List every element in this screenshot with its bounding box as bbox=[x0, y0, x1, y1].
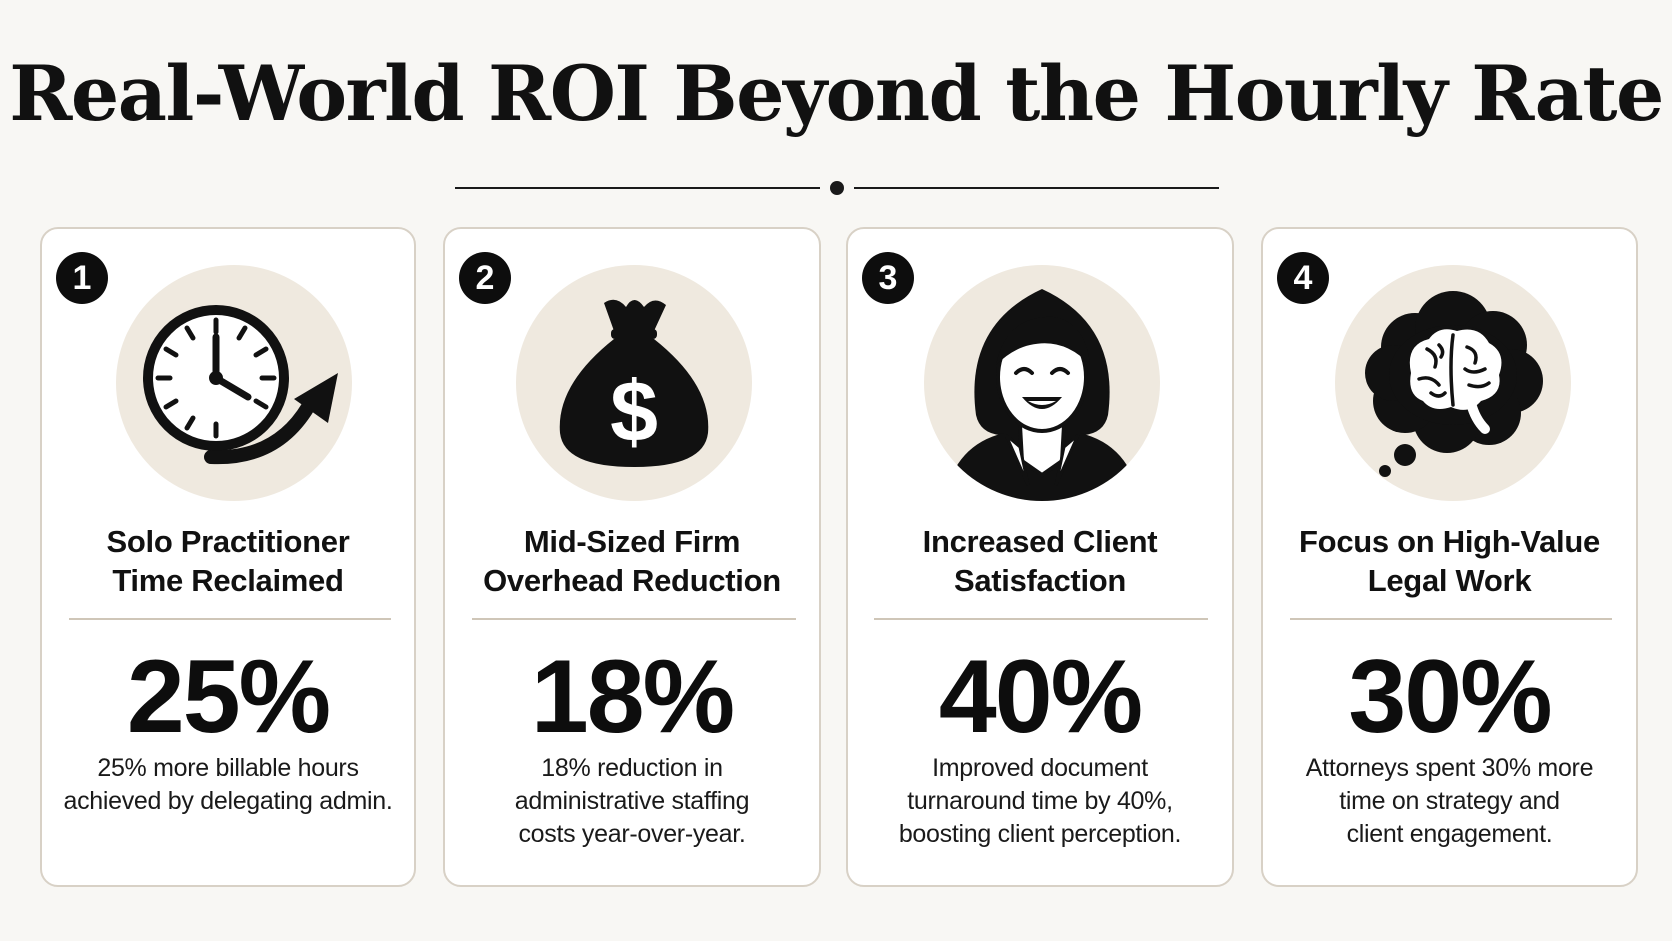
card-description-line: Attorneys spent 30% more bbox=[1305, 754, 1594, 782]
card-description-line: boosting client perception. bbox=[898, 820, 1182, 848]
card-title-line: Focus on High-Value bbox=[1299, 524, 1600, 559]
card-title-line: Overhead Reduction bbox=[483, 563, 781, 598]
card-title: Increased Client Satisfaction bbox=[848, 522, 1232, 600]
card-description-line: Improved document bbox=[932, 754, 1148, 782]
card-stat: 40% bbox=[938, 639, 1143, 755]
card-description-line: costs year-over-year. bbox=[518, 820, 746, 848]
svg-text:$: $ bbox=[610, 364, 658, 460]
title-divider bbox=[455, 178, 1219, 198]
page-title: Real-World ROI Beyond the Hourly Rate bbox=[9, 49, 1664, 138]
card-title-line: Mid-Sized Firm bbox=[523, 524, 741, 559]
card-description: 25% more billable hours achieved by dele… bbox=[50, 752, 406, 818]
card-description-line: time on strategy and bbox=[1339, 787, 1560, 815]
card-description-line: client engagement. bbox=[1346, 820, 1553, 848]
card-description-line: 25% more billable hours bbox=[97, 754, 359, 782]
divider-line-left bbox=[455, 187, 820, 189]
card-description-line: achieved by delegating admin. bbox=[63, 787, 393, 815]
roi-card-solo-practitioner: 1 Solo Practitioner bbox=[40, 227, 416, 887]
card-title-line: Time Reclaimed bbox=[112, 563, 344, 598]
card-title-line: Satisfaction bbox=[953, 563, 1127, 598]
card-description: Attorneys spent 30% more time on strateg… bbox=[1271, 752, 1628, 851]
card-description-line: 18% reduction in bbox=[541, 754, 723, 782]
roi-card-client-satisfaction: 3 bbox=[846, 227, 1234, 887]
money-bag-icon: $ bbox=[516, 265, 752, 501]
roi-card-mid-sized-firm: 2 $ Mid-Sized Firm Overhead Reduction 18… bbox=[443, 227, 821, 887]
card-title: Mid-Sized Firm Overhead Reduction bbox=[445, 522, 819, 600]
card-description-line: administrative staffing bbox=[514, 787, 750, 815]
card-stat: 25% bbox=[126, 639, 331, 755]
card-divider bbox=[1290, 618, 1612, 620]
card-number-badge: 2 bbox=[459, 252, 511, 304]
clock-arrow-icon bbox=[116, 265, 352, 501]
card-title: Focus on High-Value Legal Work bbox=[1263, 522, 1636, 600]
card-title-line: Solo Practitioner bbox=[106, 524, 350, 559]
card-title: Solo Practitioner Time Reclaimed bbox=[42, 522, 414, 600]
card-stat: 18% bbox=[530, 639, 735, 755]
card-stat: 30% bbox=[1348, 639, 1552, 755]
card-title-line: Legal Work bbox=[1367, 563, 1532, 598]
card-description: 18% reduction in administrative staffing… bbox=[453, 752, 811, 851]
card-title-line: Increased Client bbox=[922, 524, 1158, 559]
card-description: Improved document turnaround time by 40%… bbox=[856, 752, 1224, 851]
card-number-badge: 1 bbox=[56, 252, 108, 304]
brain-thought-icon bbox=[1335, 265, 1571, 501]
divider-line-right bbox=[854, 187, 1219, 189]
card-description-line: turnaround time by 40%, bbox=[907, 787, 1173, 815]
card-number-badge: 3 bbox=[862, 252, 914, 304]
card-divider bbox=[874, 618, 1208, 620]
card-number-badge: 4 bbox=[1277, 252, 1329, 304]
card-divider bbox=[69, 618, 391, 620]
card-divider bbox=[472, 618, 796, 620]
smiling-client-icon bbox=[924, 265, 1160, 501]
divider-dot bbox=[830, 181, 844, 195]
roi-card-high-value-work: 4 bbox=[1261, 227, 1638, 887]
